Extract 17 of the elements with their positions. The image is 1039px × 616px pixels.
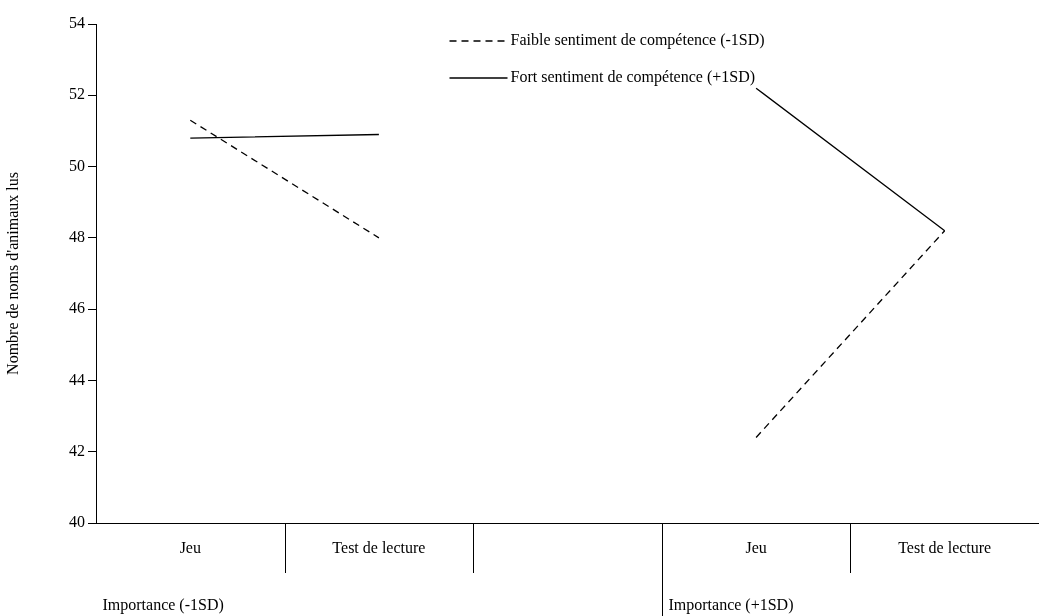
x-tick-label: Test de lecture <box>332 538 426 556</box>
y-tick-label: 40 <box>69 513 85 531</box>
x-tick-label: Test de lecture <box>898 538 992 556</box>
y-axis-title: Nombre de noms d'animaux lus <box>3 172 21 375</box>
y-tick-label: 52 <box>69 85 85 103</box>
y-tick-label: 48 <box>69 228 85 246</box>
y-tick-label: 42 <box>69 441 85 459</box>
y-tick-label: 50 <box>69 156 85 174</box>
text: Importance (-1SD) <box>102 596 224 615</box>
text: Importance (+1SD) <box>668 596 794 615</box>
y-tick-label: 44 <box>69 370 85 388</box>
y-tick-label: 54 <box>69 14 85 32</box>
legend-label: Faible sentiment de compétence (-1SD) <box>510 31 765 50</box>
y-tick-label: 46 <box>69 299 85 317</box>
x-tick-label: Jeu <box>745 538 767 556</box>
legend-label: Fort sentiment de compétence (+1SD) <box>510 68 756 87</box>
x-tick-label: Jeu <box>179 538 201 556</box>
